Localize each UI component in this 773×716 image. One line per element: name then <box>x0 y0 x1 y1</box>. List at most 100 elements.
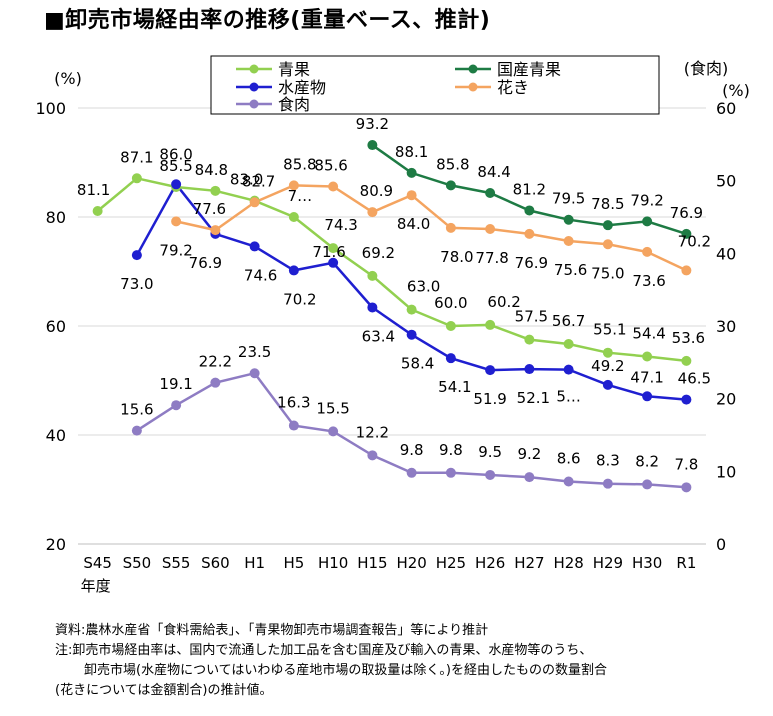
note-line-3: (花きについては金額割合)の推計値。 <box>55 683 273 698</box>
series-水産物-point <box>602 379 613 390</box>
y-left-axis-label: (%) <box>54 69 82 88</box>
x-axis-note: 年度 <box>81 577 111 595</box>
series-青果-label: 55.1 <box>593 321 626 339</box>
series-食肉-label: 15.5 <box>316 399 349 417</box>
series-水産物-label: 63.4 <box>362 327 395 345</box>
series-国産青果-label: 85.8 <box>436 155 469 173</box>
series-青果-label: 87.1 <box>120 148 153 166</box>
x-tick-label: R1 <box>676 554 696 572</box>
series-points <box>92 140 692 493</box>
series-花き-label: 84.0 <box>397 215 430 233</box>
series-花き-line <box>175 184 687 272</box>
axes: 20 40 60 80 100 0 10 20 30 40 50 60 S45 S50 S55 S60 H1 H5… <box>35 59 749 595</box>
series-青果-label: 69.2 <box>362 244 395 262</box>
series-花き-label: 85.8 <box>283 155 316 173</box>
series-水産物-label: 47.1 <box>630 368 663 386</box>
note-line-1: 注:卸売市場経由率は、国内で流通した加工品を含む国産及び輸入の青果、水産物等のう… <box>55 643 593 658</box>
series-水産物-point <box>445 353 456 364</box>
series-青果-point <box>642 351 653 362</box>
series-花き-point <box>288 180 299 191</box>
x-tick-label: H30 <box>632 554 662 572</box>
series-青果-label: 84.8 <box>195 161 228 179</box>
series-花き-point <box>602 239 613 250</box>
legend-swatch-marker <box>468 82 478 92</box>
x-tick-label: S45 <box>83 554 112 572</box>
y-right-tick-label: 10 <box>716 462 736 481</box>
series-国産青果-point <box>524 205 535 216</box>
series-花き-point <box>445 222 456 233</box>
series-花き-point <box>171 216 182 227</box>
series-青果-point <box>563 338 574 349</box>
legend-label: 水産物 <box>278 78 326 97</box>
series-食肉-label: 12.2 <box>356 423 389 441</box>
series-花き-label: 76.9 <box>515 254 548 272</box>
series-国産青果-point <box>681 228 692 239</box>
series-国産青果-label: 93.2 <box>356 115 389 133</box>
series-水産物-label: 71.6 <box>312 243 345 261</box>
series-花き-point <box>524 228 535 239</box>
series-国産青果-point <box>563 214 574 225</box>
series-青果-point <box>92 206 103 217</box>
legend-swatch-marker <box>249 82 259 92</box>
series-食肉-point <box>681 482 692 493</box>
series-青果-label: 7… <box>288 187 313 205</box>
series-花き-label: 82.7 <box>242 172 275 190</box>
series-水産物-label: 5… <box>556 388 581 406</box>
series-青果-point <box>485 319 496 330</box>
series-食肉-point <box>171 400 182 411</box>
legend-box <box>210 55 660 115</box>
series-花き-label: 77.8 <box>475 249 508 267</box>
series-食肉-point <box>445 467 456 478</box>
series-食肉-label: 7.8 <box>674 455 698 473</box>
series-食肉-point <box>288 420 299 431</box>
y-right-tick-label: 0 <box>716 535 726 554</box>
series-食肉-label: 8.3 <box>596 452 620 470</box>
series-花き-point <box>642 246 653 257</box>
x-tick-label: S50 <box>123 554 152 572</box>
series-食肉-point <box>563 476 574 487</box>
series-花き-label: 79.2 <box>159 241 192 259</box>
series-食肉-point <box>328 426 339 437</box>
series-花き-label: 78.0 <box>440 248 473 266</box>
series-青果-point <box>328 243 339 254</box>
series-食肉-label: 8.6 <box>557 450 581 468</box>
series-食肉-label: 9.8 <box>439 441 463 459</box>
series-花き-label: 75.6 <box>554 261 587 279</box>
legend-swatch-marker <box>249 99 259 109</box>
series-青果-label: 60.0 <box>434 294 467 312</box>
series-食肉-point <box>642 479 653 490</box>
series-食肉-point <box>367 450 378 461</box>
series-青果-line <box>96 176 687 363</box>
series-水産物-label: 54.1 <box>438 378 471 396</box>
series-食肉-label: 15.6 <box>120 401 153 419</box>
series-花き-label: 70.2 <box>678 232 711 250</box>
series-花き-point <box>563 235 574 246</box>
series-水産物-point <box>171 179 182 190</box>
series-青果-point <box>288 212 299 222</box>
y-left-tick-label: 60 <box>46 317 66 336</box>
series-青果-label: 57.5 <box>515 308 548 326</box>
series-水産物-label: 51.9 <box>473 390 506 408</box>
y-right-axis-label: (%) <box>722 81 750 100</box>
series-花き-point <box>367 207 378 218</box>
series-国産青果-label: 76.9 <box>670 204 703 222</box>
series-食肉-label: 16.3 <box>277 394 310 412</box>
series-食肉-label: 22.2 <box>199 353 232 371</box>
series-国産青果-point <box>445 180 456 191</box>
x-tick-label: S55 <box>162 554 191 572</box>
series-水産物-point <box>131 250 142 261</box>
series-青果-point <box>524 334 535 345</box>
series-国産青果-label: 78.5 <box>591 195 624 213</box>
series-青果-label: 54.4 <box>632 325 665 343</box>
series-青果-point <box>602 347 613 358</box>
x-tick-label: H26 <box>475 554 505 572</box>
y-left-tick-label: 80 <box>46 208 66 227</box>
source-note: 資料:農林水産省「食料需給表」、「青果物卸売市場調査報告」等により推計 <box>55 623 489 638</box>
x-tick-label: H25 <box>436 554 466 572</box>
y-right-tick-label: 40 <box>716 244 736 263</box>
series-花き-label: 73.6 <box>632 272 665 290</box>
note-line-2: 卸売市場(水産物についてはいわゆる産地市場の取扱量は除く。)を経由したものの数量… <box>84 663 607 678</box>
series-花き-label: 77.6 <box>193 200 226 218</box>
